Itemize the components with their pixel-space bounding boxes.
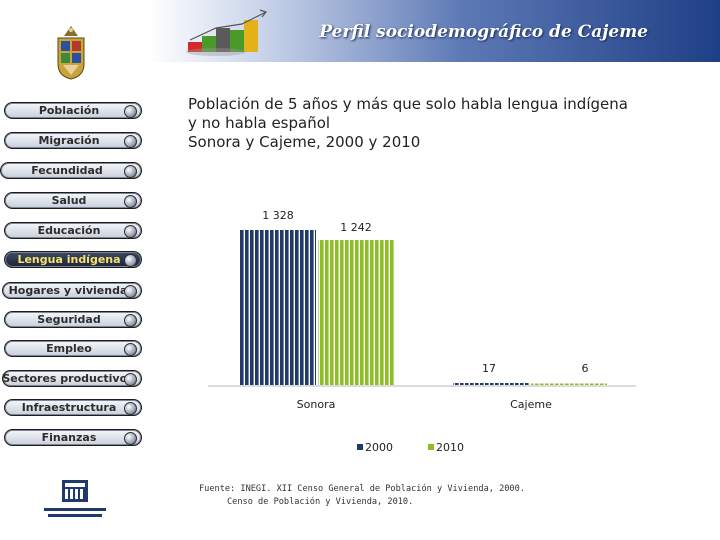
source-line-2: Censo de Población y Vivienda, 2010. <box>227 497 414 507</box>
bar-cajeme-2010 <box>531 383 607 385</box>
menu-item-label: Finanzas <box>41 431 97 444</box>
chart-title: Población de 5 años y más que solo habla… <box>188 95 688 152</box>
bar-sonora-2000 <box>240 230 316 385</box>
chart-title-line-2: y no habla español <box>188 114 331 132</box>
menu-item-label: Salud <box>51 194 87 207</box>
knob-icon <box>124 402 137 415</box>
menu-item-poblacion[interactable]: Población <box>4 102 142 119</box>
category-label-cajeme: Cajeme <box>510 398 552 411</box>
menu-item-educacion[interactable]: Educación <box>4 222 142 239</box>
menu-item-label: Población <box>38 104 100 117</box>
menu-item-label: Lengua indígena <box>17 253 121 266</box>
source-line-1: Fuente: INEGI. XII Censo General de Pobl… <box>199 484 525 494</box>
bar-label-cajeme-2000: 17 <box>482 362 496 375</box>
knob-icon <box>124 432 137 445</box>
knob-icon <box>124 343 137 356</box>
menu-item-label: Empleo <box>46 342 92 355</box>
menu-item-infraestructura[interactable]: Infraestructura <box>4 399 142 416</box>
menu-item-label: Infraestructura <box>21 401 117 414</box>
legend-label-2010: 2010 <box>436 441 464 454</box>
menu-item-label: Educación <box>37 224 101 237</box>
menu-item-label: Sectores productivos <box>2 372 134 385</box>
knob-icon <box>124 135 137 148</box>
menu-item-empleo[interactable]: Empleo <box>4 340 142 357</box>
inegi-logo-icon <box>44 480 106 517</box>
menu-item-label: Hogares y vivienda <box>8 284 128 297</box>
menu-item-fecundidad[interactable]: Fecundidad <box>0 162 142 179</box>
bar-label-cajeme-2010: 6 <box>582 362 589 375</box>
legend-swatch-2000 <box>357 444 363 450</box>
legend-swatch-2010 <box>428 444 434 450</box>
menu-item-label: Migración <box>38 134 100 147</box>
bar-cajeme-2000 <box>453 383 529 385</box>
bar-sonora-2010 <box>318 240 394 385</box>
coat-of-arms-icon <box>57 26 85 80</box>
legend-label-2000: 2000 <box>365 441 393 454</box>
knob-icon <box>124 314 137 327</box>
menu-item-sectores-productivos[interactable]: Sectores productivos <box>2 370 142 387</box>
knob-icon <box>124 373 137 386</box>
menu-item-finanzas[interactable]: Finanzas <box>4 429 142 446</box>
knob-icon <box>124 254 137 267</box>
bar-label-sonora-2010: 1 242 <box>340 221 372 234</box>
category-label-sonora: Sonora <box>297 398 336 411</box>
knob-icon <box>124 105 137 118</box>
chart-title-line-3: Sonora y Cajeme, 2000 y 2010 <box>188 133 421 151</box>
knob-icon <box>124 285 137 298</box>
menu-item-lengua-indigena[interactable]: Lengua indígena <box>4 251 142 268</box>
chart-title-line-1: Población de 5 años y más que solo habla… <box>188 95 628 113</box>
page-title: Perfil sociodemográfico de Cajeme <box>319 22 648 42</box>
menu-item-migracion[interactable]: Migración <box>4 132 142 149</box>
knob-icon <box>124 195 137 208</box>
knob-icon <box>124 225 137 238</box>
knob-icon <box>124 165 137 178</box>
menu-item-seguridad[interactable]: Seguridad <box>4 311 142 328</box>
menu-item-label: Fecundidad <box>31 164 103 177</box>
source-note: Fuente: INEGI. XII Censo General de Pobl… <box>199 483 525 509</box>
header-chart-icon <box>186 9 268 56</box>
menu-item-label: Seguridad <box>37 313 101 326</box>
navigation-menu: Población Migración Fecundidad Salud Edu… <box>0 0 148 540</box>
bar-label-sonora-2000: 1 328 <box>262 209 294 222</box>
menu-item-hogares-vivienda[interactable]: Hogares y vivienda <box>2 282 142 299</box>
menu-item-salud[interactable]: Salud <box>4 192 142 209</box>
